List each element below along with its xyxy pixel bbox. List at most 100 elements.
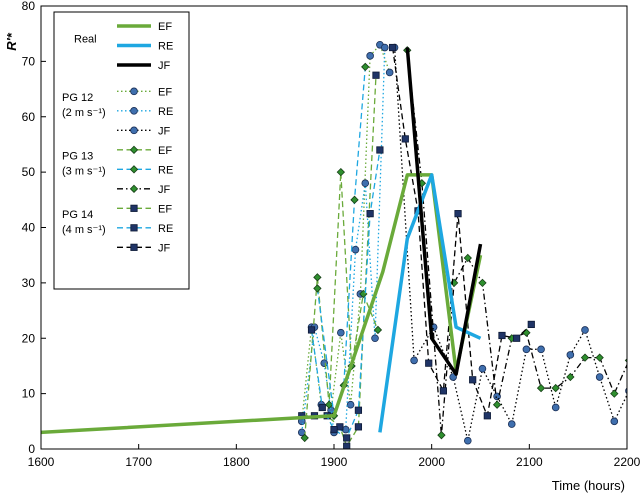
legend-label: RE	[158, 106, 173, 118]
data-point	[551, 383, 560, 393]
legend-entry: RE	[117, 106, 173, 118]
series-pg-14-re	[307, 146, 384, 442]
data-point	[595, 353, 604, 362]
data-point	[595, 373, 604, 381]
data-point	[498, 331, 506, 340]
data-point	[330, 426, 338, 434]
data-point	[566, 351, 575, 359]
series-line	[301, 47, 386, 434]
data-point	[401, 135, 409, 143]
data-point	[513, 334, 521, 342]
x-tick-label: 2200	[614, 455, 641, 469]
legend-marker	[130, 204, 138, 212]
legend-group-label: (2 m s⁻¹)	[62, 107, 106, 119]
data-point	[425, 359, 433, 367]
legend-label: JF	[158, 242, 171, 254]
legend-entry: RE	[117, 223, 173, 235]
y-tick-label: 70	[22, 54, 36, 68]
data-point	[551, 403, 560, 412]
series-pg-13-ef	[300, 167, 383, 443]
legend-group-label: (4 m s⁻¹)	[62, 224, 106, 236]
series-line	[393, 47, 627, 442]
legend-entry: JF	[117, 242, 171, 254]
data-point	[373, 325, 383, 335]
x-tick-label: 2100	[516, 455, 543, 469]
legend-label: EF	[158, 86, 172, 98]
legend-group-label: PG 13	[62, 150, 93, 162]
data-point	[336, 423, 344, 431]
y-tick-label: 40	[22, 221, 36, 235]
legend-label: JF	[158, 125, 171, 137]
legend-entry: RE	[117, 164, 173, 176]
legend-group-label: Real	[74, 34, 97, 46]
x-tick-label: 1600	[28, 455, 55, 469]
data-point	[313, 273, 322, 282]
legend-label: RE	[158, 223, 173, 235]
data-point	[371, 334, 379, 343]
data-point	[566, 372, 575, 382]
data-point	[581, 326, 589, 334]
legend-entry: JF	[117, 60, 171, 72]
data-point	[610, 417, 619, 426]
data-point	[313, 284, 322, 293]
data-point	[522, 328, 531, 337]
legend-entry: JF	[117, 184, 171, 196]
x-axis-title: Time (hours)	[552, 478, 625, 493]
legend-marker	[129, 145, 139, 154]
legend-group: PG 14 (4 m s⁻¹) EF RE JF	[62, 203, 173, 254]
legend-entry: RE	[117, 41, 173, 53]
legend-group: PG 12 (2 m s⁻¹) EF RE JF	[62, 86, 173, 137]
data-point	[439, 387, 447, 395]
data-point	[385, 68, 394, 77]
data-point	[372, 71, 380, 79]
x-tick-label: 1800	[223, 455, 250, 469]
data-point	[361, 62, 370, 72]
data-point	[320, 359, 329, 367]
data-point	[366, 52, 374, 60]
legend-label: JF	[158, 184, 171, 196]
data-point	[343, 434, 351, 442]
data-point	[307, 326, 316, 334]
legend-label: EF	[158, 21, 172, 33]
series-line	[301, 44, 391, 422]
data-point	[337, 328, 345, 337]
legend-group-label: (3 m s⁻¹)	[62, 165, 106, 177]
x-tick-label: 2000	[418, 455, 445, 469]
data-point	[449, 278, 459, 288]
data-point	[537, 345, 545, 354]
x-tick-label: 1700	[125, 455, 152, 469]
data-point	[478, 278, 487, 288]
data-point	[522, 345, 531, 354]
y-tick-label: 20	[22, 331, 36, 345]
y-tick-label: 0	[28, 442, 35, 456]
legend: Real EF RE JF PG 12 (2 m s⁻¹) EF RE JF PG 13 (3 m …	[53, 11, 190, 290]
legend-label: RE	[158, 41, 173, 53]
data-point	[624, 358, 627, 363]
data-point	[610, 389, 619, 398]
data-point	[351, 245, 360, 254]
y-tick-label: 60	[22, 110, 36, 124]
data-point	[318, 403, 326, 412]
data-point	[366, 210, 374, 218]
legend-label: EF	[158, 203, 172, 215]
data-point	[483, 412, 491, 420]
legend-entry: JF	[117, 125, 171, 137]
data-point	[354, 406, 363, 414]
data-point	[410, 356, 418, 365]
data-point	[478, 364, 487, 373]
legend-marker	[130, 126, 138, 135]
legend-entry: EF	[117, 203, 172, 215]
y-tick-label: 80	[22, 0, 36, 13]
data-point	[536, 383, 546, 393]
data-point	[300, 433, 309, 443]
legend-group-label: PG 14	[62, 209, 93, 221]
y-tick-label: 30	[22, 276, 36, 290]
legend-marker	[130, 107, 138, 115]
legend-marker	[129, 184, 139, 193]
data-point	[336, 167, 346, 177]
legend-marker	[129, 165, 139, 174]
series-line	[316, 66, 366, 417]
legend-marker	[130, 243, 138, 251]
legend-group: Real EF RE JF	[74, 21, 173, 72]
